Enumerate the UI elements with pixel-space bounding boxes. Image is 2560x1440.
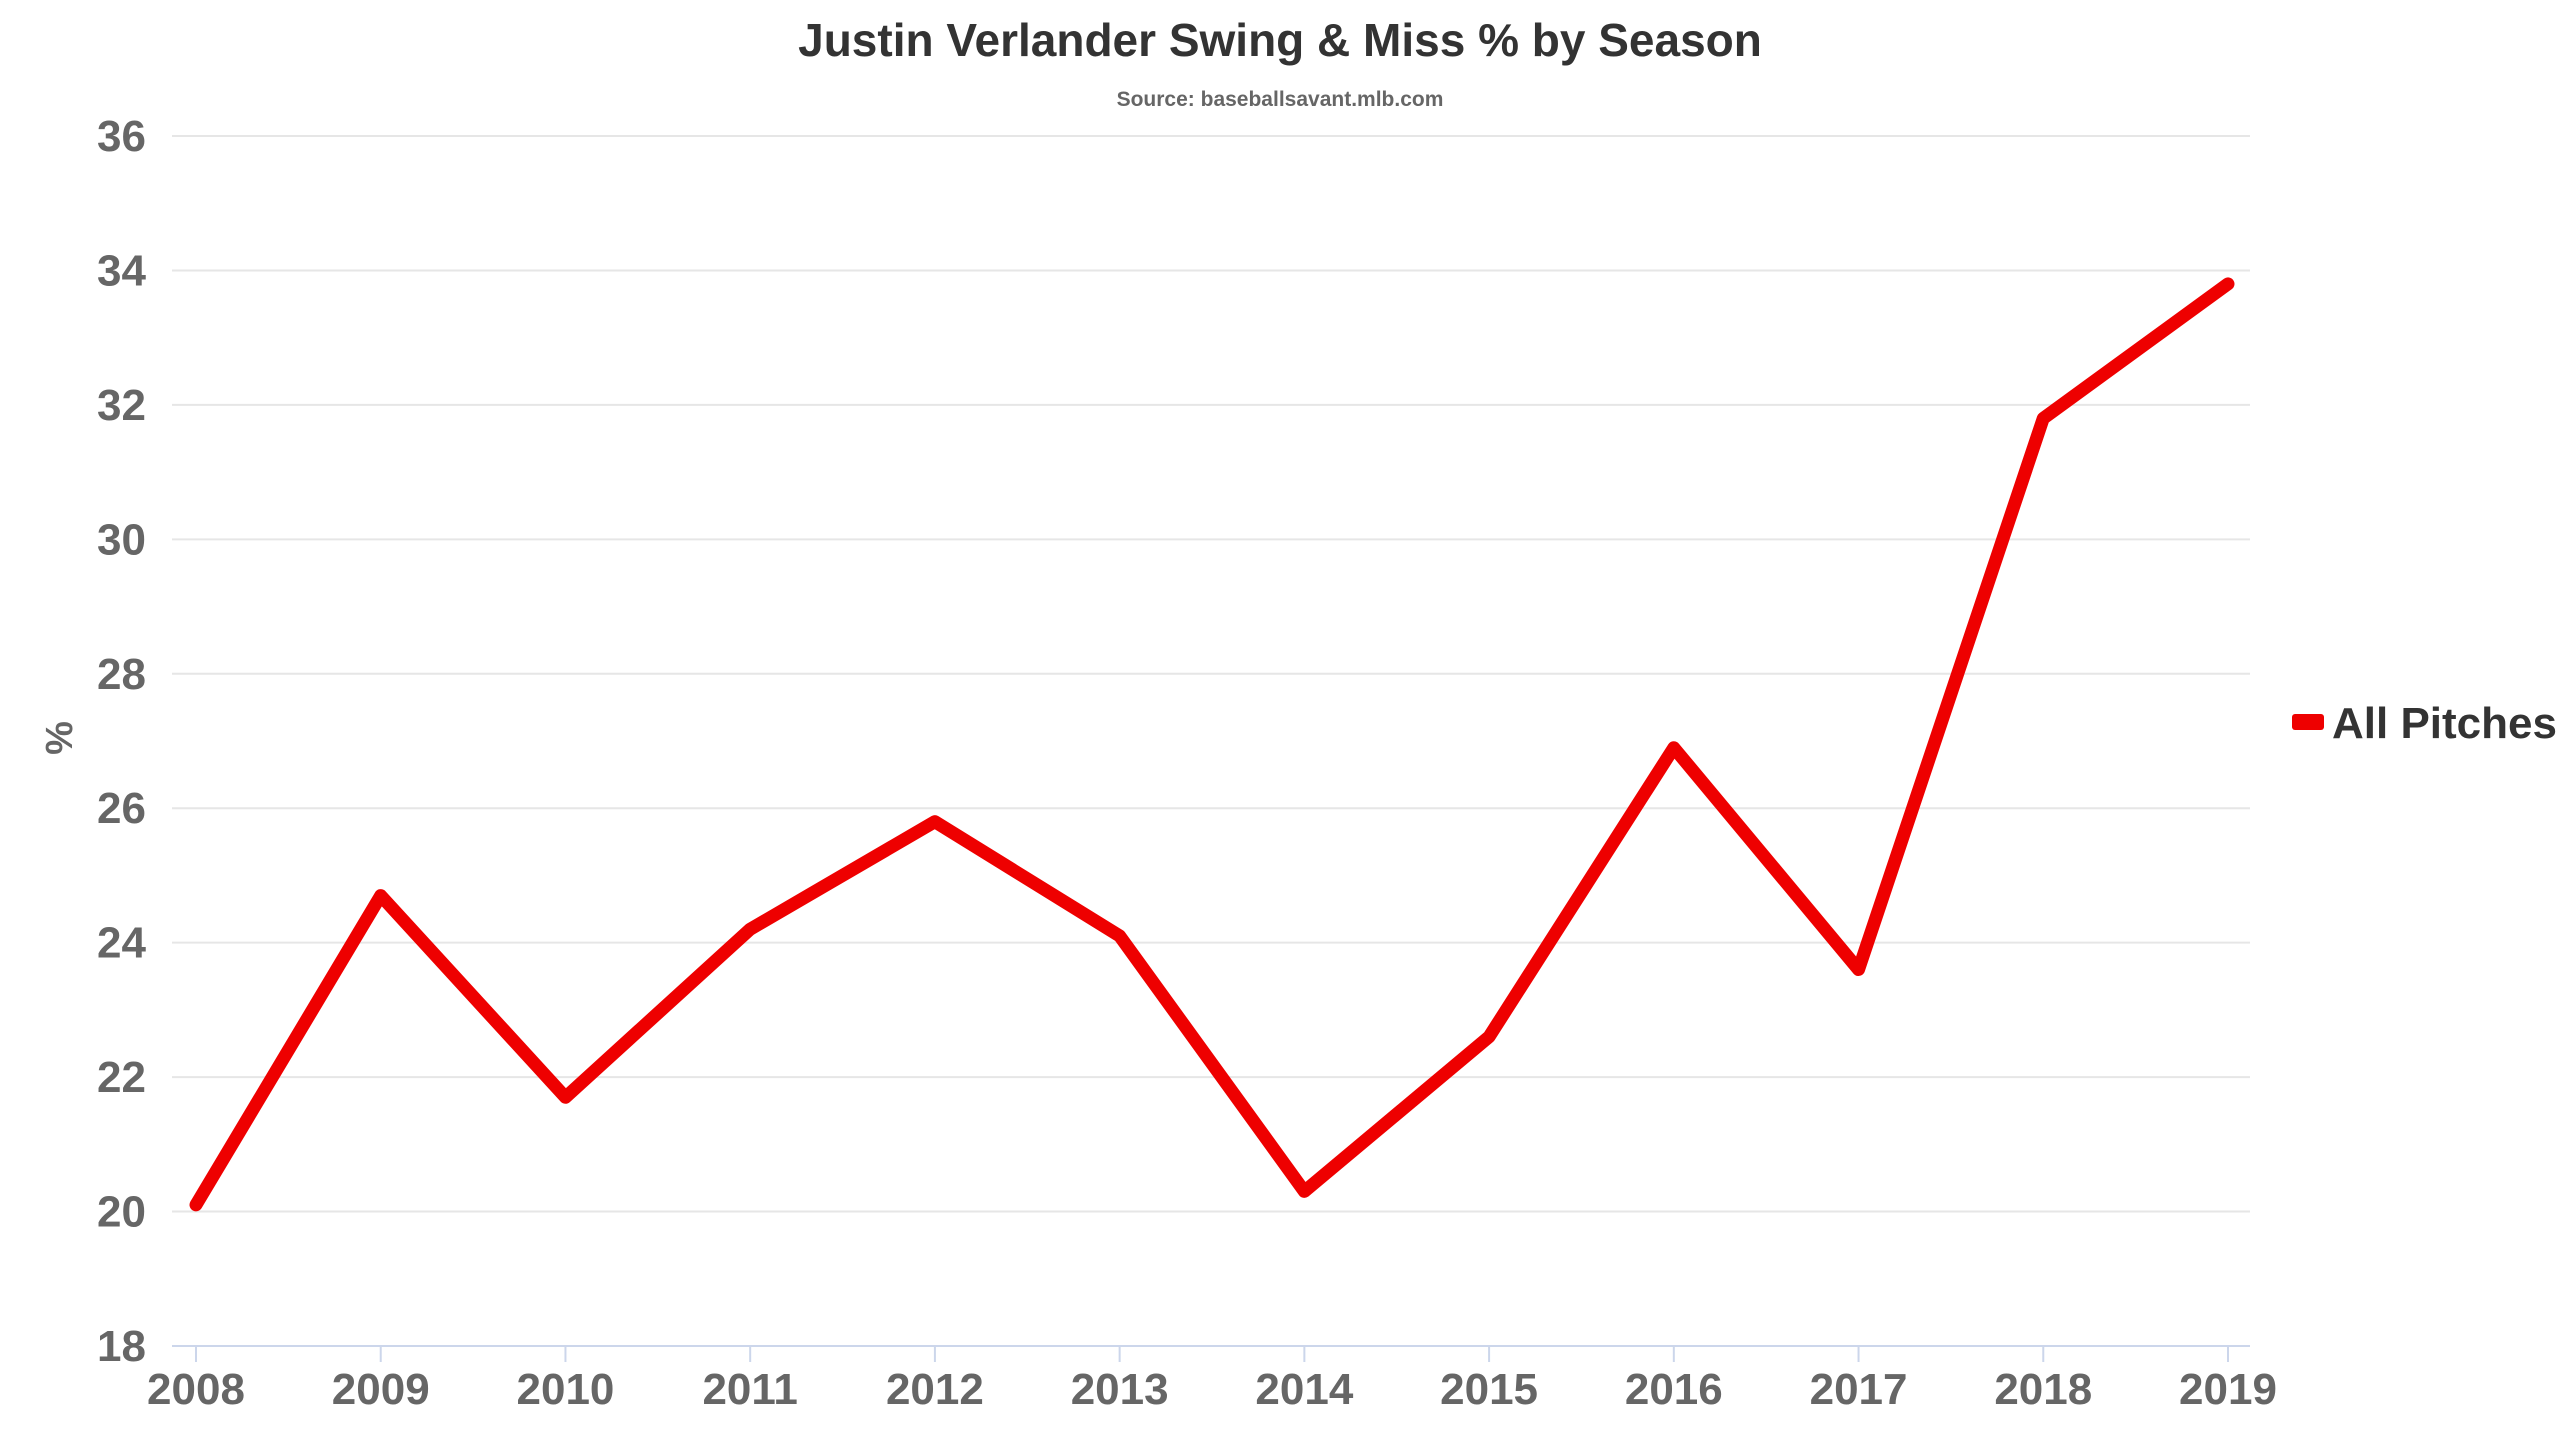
y-tick-label: 18 (97, 1322, 146, 1371)
data-point[interactable] (2037, 412, 2050, 425)
y-tick-label: 26 (97, 784, 146, 833)
data-point[interactable] (928, 815, 941, 828)
legend-item[interactable]: All Pitches (2292, 699, 2557, 748)
y-axis-title: % (39, 721, 81, 755)
legend[interactable]: All Pitches (2292, 699, 2557, 748)
x-tick-label: 2015 (1440, 1365, 1538, 1414)
data-point[interactable] (1298, 1185, 1311, 1198)
data-point[interactable] (559, 1091, 572, 1104)
x-tick-label: 2013 (1071, 1365, 1169, 1414)
gridlines (172, 135, 2250, 1213)
legend-label: All Pitches (2332, 699, 2557, 748)
x-tick-label: 2012 (886, 1365, 984, 1414)
series-line[interactable] (189, 277, 2235, 1212)
chart-subtitle: Source: baseballsavant.mlb.com (1117, 88, 1444, 111)
data-point[interactable] (190, 1198, 202, 1211)
x-axis: 2008 2009 2010 2011 2012 2013 2014 2015 2016 2017… (147, 1345, 2277, 1414)
x-tick-label: 2019 (2179, 1365, 2277, 1414)
data-point[interactable] (1113, 929, 1126, 942)
plot-area (189, 277, 2235, 1212)
x-tick-label: 2016 (1625, 1365, 1723, 1414)
series-group (189, 277, 2235, 1212)
y-tick-label: 34 (97, 246, 146, 295)
x-tick-label: 2009 (332, 1365, 430, 1414)
x-tick-label: 2017 (1810, 1365, 1908, 1414)
data-point[interactable] (1852, 963, 1865, 976)
y-tick-label: 22 (97, 1053, 146, 1102)
x-tick-label: 2011 (702, 1365, 797, 1414)
x-tick-label: 2018 (1994, 1365, 2092, 1414)
data-point[interactable] (374, 889, 387, 902)
y-tick-label: 30 (97, 515, 146, 564)
y-axis: 18 20 22 24 26 28 30 32 34 36 (97, 112, 146, 1371)
y-tick-label: 32 (97, 381, 146, 430)
chart-title: Justin Verlander Swing & Miss % by Seaso… (798, 14, 1762, 66)
x-tick-label: 2010 (517, 1365, 615, 1414)
data-point[interactable] (744, 923, 757, 936)
y-tick-label: 28 (97, 650, 146, 699)
x-tick-label: 2014 (1255, 1365, 1353, 1414)
data-point[interactable] (2222, 277, 2234, 290)
y-tick-label: 24 (97, 919, 146, 968)
x-tick-label: 2008 (147, 1365, 245, 1414)
data-point[interactable] (1483, 1030, 1496, 1043)
y-tick-label: 36 (97, 112, 146, 161)
legend-swatch (2292, 714, 2324, 730)
data-point[interactable] (1667, 741, 1680, 754)
y-tick-label: 20 (97, 1188, 146, 1237)
